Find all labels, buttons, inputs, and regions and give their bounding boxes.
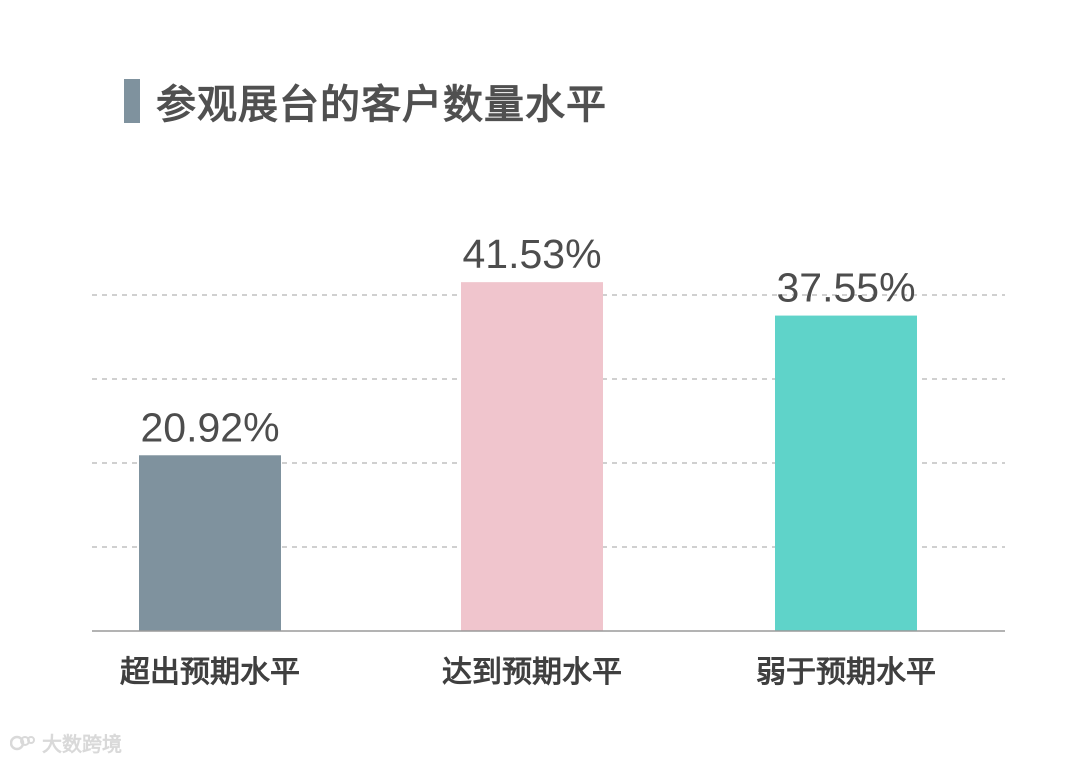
x-tick-label: 达到预期水平 — [442, 655, 622, 690]
watermark: 大数跨境 — [10, 728, 122, 757]
title-accent-bar — [124, 79, 140, 123]
x-tick-label: 弱于预期水平 — [756, 655, 936, 690]
bar — [775, 315, 917, 631]
x-tick-label: 超出预期水平 — [120, 655, 300, 690]
bar — [461, 282, 603, 631]
watermark-text: 大数跨境 — [42, 732, 122, 756]
logo-icon — [10, 735, 35, 750]
data-label: 20.92% — [140, 404, 279, 450]
chart-title-group: 参观展台的客户数量水平 — [124, 72, 607, 130]
chart-title: 参观展台的客户数量水平 — [156, 82, 607, 128]
data-label: 37.55% — [776, 265, 915, 311]
data-label: 41.53% — [462, 231, 601, 277]
bar — [139, 455, 281, 631]
